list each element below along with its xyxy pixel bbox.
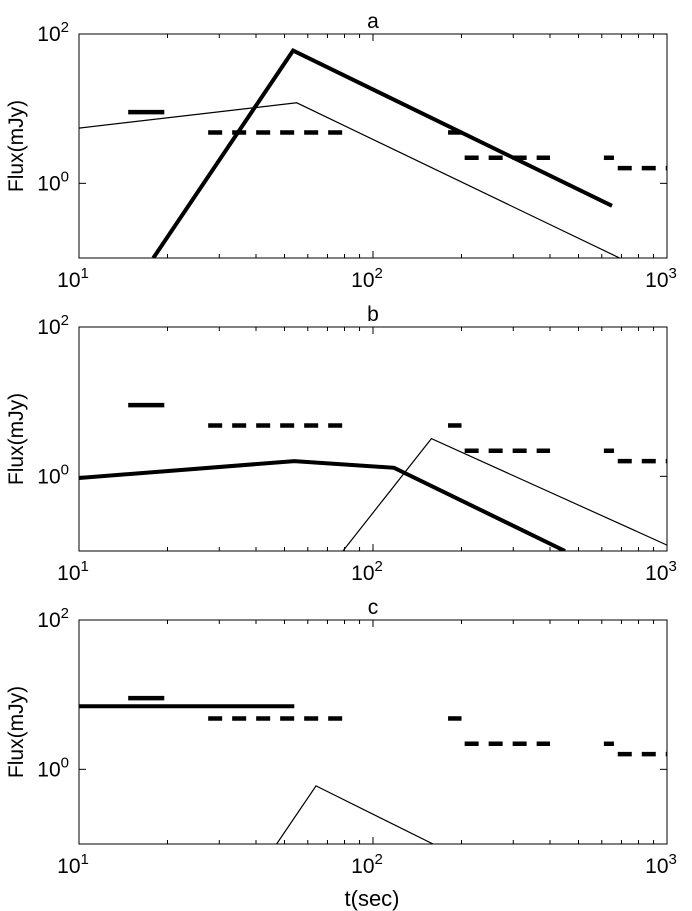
y-tick-mantissa: 10	[37, 172, 60, 195]
plot-frame	[78, 326, 668, 552]
x-tick-exponent: 1	[81, 851, 89, 868]
x-tick-mantissa: 10	[351, 269, 374, 292]
y-tick-mantissa: 10	[37, 465, 60, 488]
panel-title: b	[367, 303, 379, 326]
x-tick-label: 101	[57, 851, 89, 878]
panel-title: c	[368, 596, 379, 619]
x-tick-exponent: 2	[375, 851, 383, 868]
x-tick-exponent: 1	[81, 558, 89, 575]
x-tick-label: 102	[351, 265, 383, 292]
y-tick-mantissa: 10	[37, 758, 60, 781]
y-tick-exponent: 0	[61, 168, 69, 185]
y-tick-label: 100	[37, 461, 69, 488]
y-tick-exponent: 0	[61, 461, 69, 478]
plot-frame	[78, 33, 668, 259]
x-axis-label: t(sec)	[345, 886, 400, 911]
x-tick-mantissa: 10	[57, 562, 80, 585]
y-tick-label: 102	[37, 312, 69, 339]
y-tick-label: 102	[37, 605, 69, 632]
x-tick-exponent: 2	[375, 558, 383, 575]
x-tick-mantissa: 10	[645, 855, 668, 878]
model-curve-thick	[79, 459, 566, 551]
x-tick-mantissa: 10	[57, 269, 80, 292]
y-axis-label: Flux(mJy)	[5, 686, 28, 778]
x-tick-label: 101	[57, 558, 89, 585]
x-tick-label: 103	[645, 851, 677, 878]
model-curve-thin	[276, 785, 434, 844]
x-tick-mantissa: 10	[645, 562, 668, 585]
y-axis-label: Flux(mJy)	[5, 100, 28, 192]
x-tick-mantissa: 10	[351, 562, 374, 585]
panel-title: a	[367, 10, 379, 33]
model-curve-thin	[79, 102, 620, 258]
x-tick-label: 103	[645, 558, 677, 585]
x-tick-exponent: 2	[375, 265, 383, 282]
y-tick-exponent: 2	[61, 19, 69, 36]
x-tick-mantissa: 10	[351, 855, 374, 878]
plot-frame	[78, 619, 668, 845]
x-tick-label: 101	[57, 265, 89, 292]
x-tick-label: 102	[351, 851, 383, 878]
y-axis-label: Flux(mJy)	[5, 393, 28, 485]
x-tick-mantissa: 10	[645, 269, 668, 292]
model-curve-thin	[342, 437, 667, 551]
y-tick-label: 100	[37, 168, 69, 195]
x-tick-exponent: 1	[81, 265, 89, 282]
plot-area	[79, 695, 667, 844]
x-tick-exponent: 3	[669, 558, 677, 575]
y-tick-exponent: 0	[61, 754, 69, 771]
y-tick-label: 102	[37, 19, 69, 46]
y-tick-mantissa: 10	[37, 316, 60, 339]
x-tick-label: 103	[645, 265, 677, 292]
y-tick-exponent: 2	[61, 312, 69, 329]
y-tick-exponent: 2	[61, 605, 69, 622]
x-tick-exponent: 3	[669, 851, 677, 868]
plot-area	[79, 402, 667, 551]
y-tick-label: 100	[37, 754, 69, 781]
x-tick-mantissa: 10	[57, 855, 80, 878]
x-tick-exponent: 3	[669, 265, 677, 282]
y-tick-mantissa: 10	[37, 609, 60, 632]
x-tick-label: 102	[351, 558, 383, 585]
y-tick-mantissa: 10	[37, 23, 60, 46]
model-curve-thick	[151, 48, 613, 258]
plot-area	[79, 48, 667, 258]
